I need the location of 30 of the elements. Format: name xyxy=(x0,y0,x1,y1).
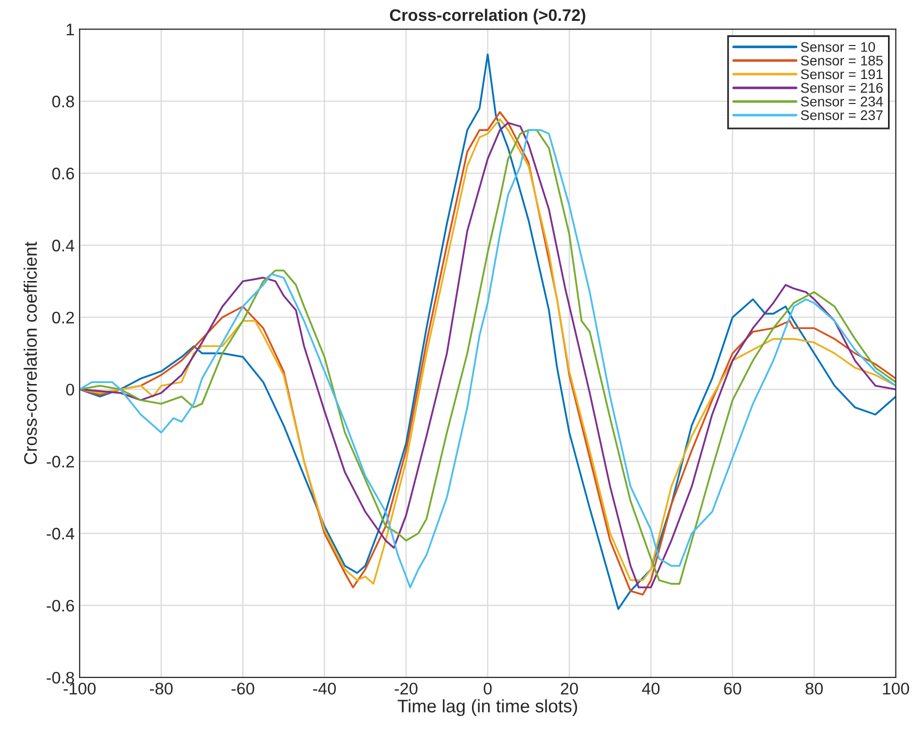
x-axis-title: Time lag (in time slots) xyxy=(398,699,578,716)
legend-label: Sensor = 10 xyxy=(800,42,876,52)
y-tick-label: -0.2 xyxy=(46,456,74,468)
y-tick-label: -0.6 xyxy=(46,600,74,612)
chart-title: Cross-correlation (>0.72) xyxy=(390,8,586,24)
legend-label: Sensor = 191 xyxy=(800,69,883,80)
legend-label: Sensor = 237 xyxy=(800,110,883,120)
x-tick-label: 0 xyxy=(484,682,492,695)
x-tick-label: -100 xyxy=(64,682,96,695)
x-tick-label: -20 xyxy=(394,682,418,695)
y-tick-label: 0.6 xyxy=(52,168,74,180)
legend-label: Sensor = 234 xyxy=(800,96,883,106)
x-tick-label: 60 xyxy=(724,682,742,695)
y-tick-label: 1 xyxy=(66,24,74,36)
y-tick-label: 0.2 xyxy=(52,312,74,324)
x-tick-label: -40 xyxy=(313,682,336,695)
y-tick-label: 0.8 xyxy=(52,96,74,108)
x-tick-label: 20 xyxy=(560,682,578,695)
y-tick-label: -0.4 xyxy=(46,528,74,540)
legend-label: Sensor = 185 xyxy=(800,56,883,66)
y-axis-title: Cross-correlation coefficient xyxy=(24,242,37,464)
x-tick-label: 80 xyxy=(806,682,823,695)
y-tick-label: -0.8 xyxy=(46,672,74,684)
x-tick-label: -60 xyxy=(232,682,254,695)
x-tick-label: 40 xyxy=(642,682,660,695)
x-tick-label: -80 xyxy=(150,682,173,695)
legend-label: Sensor = 216 xyxy=(800,82,883,93)
y-tick-label: 0 xyxy=(66,384,74,396)
x-tick-label: 100 xyxy=(883,682,910,695)
y-tick-label: 0.4 xyxy=(52,240,74,252)
